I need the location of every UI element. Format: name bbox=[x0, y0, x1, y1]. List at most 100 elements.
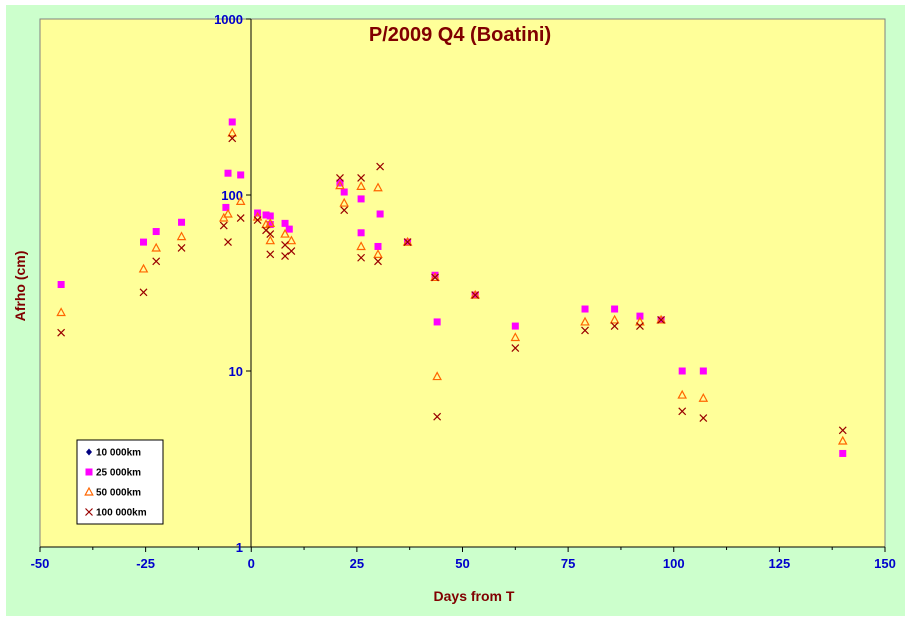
data-point bbox=[151, 242, 161, 252]
data-point bbox=[838, 426, 847, 435]
data-point bbox=[433, 412, 442, 421]
chart-title: P/2009 Q4 (Boatini) bbox=[369, 24, 551, 46]
x-axis-label: Days from T bbox=[434, 588, 515, 604]
x-tick-label: -50 bbox=[31, 556, 50, 571]
data-point bbox=[140, 238, 148, 246]
data-point bbox=[431, 271, 439, 279]
data-point bbox=[357, 174, 366, 182]
data-point bbox=[837, 435, 848, 445]
data-point bbox=[57, 328, 66, 337]
data-point bbox=[281, 219, 289, 227]
data-point bbox=[152, 228, 160, 236]
data-point bbox=[839, 449, 847, 457]
data-point bbox=[286, 235, 297, 245]
x-tick-label: 100 bbox=[663, 556, 685, 571]
legend: 10 000km 25 000km 50 000km 100 000km bbox=[76, 439, 164, 525]
data-point bbox=[699, 414, 708, 423]
legend-marker bbox=[85, 508, 93, 516]
data-point bbox=[374, 242, 382, 250]
data-point bbox=[373, 182, 383, 192]
data-point bbox=[510, 332, 521, 342]
data-point bbox=[581, 305, 589, 313]
x-tick-label: 0 bbox=[248, 556, 255, 571]
data-point bbox=[340, 188, 348, 196]
data-point bbox=[228, 118, 236, 126]
y-tick-label: 1 bbox=[236, 540, 243, 555]
x-tick-label: 25 bbox=[350, 556, 364, 571]
data-point bbox=[403, 238, 412, 247]
data-point bbox=[285, 225, 293, 233]
data-points bbox=[56, 118, 848, 457]
legend-marker bbox=[85, 468, 93, 476]
data-point bbox=[432, 371, 442, 381]
data-point bbox=[636, 322, 644, 330]
data-point bbox=[253, 216, 262, 225]
data-point bbox=[219, 221, 228, 230]
data-point bbox=[224, 169, 232, 177]
data-point bbox=[223, 208, 233, 218]
data-point bbox=[433, 318, 441, 326]
data-point bbox=[677, 389, 688, 399]
data-point bbox=[699, 367, 707, 375]
data-point bbox=[511, 322, 519, 330]
data-point bbox=[636, 312, 644, 320]
data-point bbox=[222, 203, 230, 211]
data-point bbox=[281, 252, 289, 260]
data-point bbox=[265, 235, 276, 245]
data-point bbox=[139, 288, 148, 297]
legend-label: 10 000km bbox=[96, 448, 141, 459]
data-point bbox=[178, 218, 186, 226]
data-point bbox=[266, 250, 275, 259]
data-point bbox=[373, 249, 383, 258]
legend-marker bbox=[84, 486, 94, 496]
data-point bbox=[610, 322, 619, 330]
data-point bbox=[678, 367, 686, 375]
data-point bbox=[357, 229, 365, 237]
legend-label: 25 000km bbox=[96, 468, 141, 479]
data-point bbox=[266, 230, 275, 238]
legend-label: 50 000km bbox=[96, 488, 141, 499]
data-point bbox=[228, 134, 237, 143]
data-point bbox=[266, 212, 274, 220]
x-tick-label: 125 bbox=[769, 556, 791, 571]
data-point bbox=[236, 214, 245, 222]
data-point bbox=[611, 305, 619, 313]
data-point bbox=[57, 281, 65, 289]
data-point bbox=[580, 316, 590, 326]
data-point bbox=[265, 218, 276, 227]
legend-marker bbox=[86, 448, 92, 456]
data-point bbox=[176, 231, 187, 241]
data-point bbox=[430, 272, 440, 282]
data-point bbox=[266, 220, 274, 228]
legend-label: 100 000km bbox=[96, 508, 147, 519]
data-point bbox=[227, 127, 238, 137]
x-tick-label: 150 bbox=[874, 556, 896, 571]
y-axis-label: Afrho (cm) bbox=[12, 251, 28, 322]
data-point bbox=[287, 247, 296, 256]
x-tick-label: -25 bbox=[136, 556, 155, 571]
data-point bbox=[470, 289, 480, 299]
data-point bbox=[340, 206, 349, 215]
data-point bbox=[336, 174, 344, 182]
data-point bbox=[471, 291, 480, 300]
data-point bbox=[581, 326, 589, 335]
data-point bbox=[376, 210, 384, 218]
data-point bbox=[356, 241, 366, 251]
data-point bbox=[357, 195, 365, 203]
data-point bbox=[237, 171, 245, 179]
data-point bbox=[224, 238, 232, 247]
data-point bbox=[235, 196, 246, 205]
y-tick-label: 1000 bbox=[214, 12, 243, 27]
data-point bbox=[609, 314, 620, 324]
data-point bbox=[374, 257, 382, 266]
x-tick-label: 75 bbox=[561, 556, 575, 571]
data-point bbox=[177, 244, 186, 252]
data-point bbox=[678, 407, 687, 416]
plot-area bbox=[39, 18, 886, 548]
data-point bbox=[511, 344, 520, 352]
data-point bbox=[402, 236, 413, 246]
data-point bbox=[152, 257, 161, 266]
data-point bbox=[335, 180, 345, 190]
data-point bbox=[656, 314, 666, 324]
data-point bbox=[138, 263, 149, 273]
